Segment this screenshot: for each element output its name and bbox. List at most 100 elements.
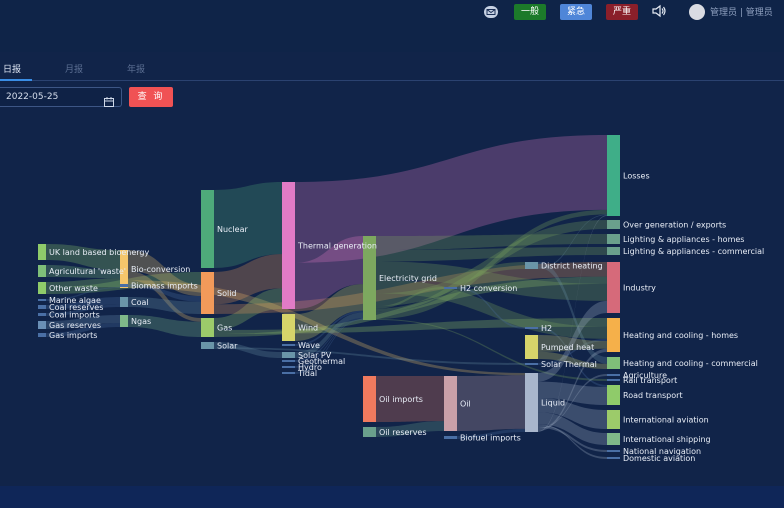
sankey-node-lah[interactable] [607,234,620,244]
date-value: 2022-05-25 [6,92,59,102]
sankey-link-spv-elec [295,312,363,358]
sankey-node-gi[interactable] [38,333,46,337]
sankey-node-lac[interactable] [607,247,620,255]
sankey-node-h2[interactable] [525,327,538,329]
sankey-node-dav[interactable] [607,457,620,459]
sankey-link-bio-liquid [128,280,525,376]
sankey-label-wave: Wave [298,341,320,350]
sankey-node-hydro[interactable] [282,366,295,368]
sankey-node-uk[interactable] [38,244,46,260]
query-button[interactable]: 查 询 [129,87,173,107]
sankey-node-agr[interactable] [607,374,620,376]
sankey-label-spv: Solar PV [298,351,332,360]
sankey-node-ish[interactable] [607,433,620,445]
avatar[interactable] [689,4,705,20]
sankey-node-iav[interactable] [607,410,620,429]
mail-icon[interactable] [484,6,498,18]
sankey-node-ma[interactable] [38,299,46,301]
sankey-node-solid[interactable] [201,272,214,314]
sankey-link-liquid-agr [538,374,607,429]
sankey-node-liquid[interactable] [525,373,538,432]
sankey-node-ow[interactable] [38,282,46,294]
sankey-link-coal-solid [128,297,201,314]
sankey-node-h2conv[interactable] [444,287,457,289]
sankey-label-solar: Solar [217,342,238,351]
sankey-node-ci[interactable] [38,313,46,316]
speaker-icon[interactable] [651,4,667,18]
sankey-node-nnav[interactable] [607,450,620,452]
sankey-node-gas[interactable] [201,318,214,337]
sankey-node-gr[interactable] [38,321,46,329]
sankey-link-gas-hch [214,318,607,334]
tab-yearly[interactable]: 年报 [127,65,146,75]
sankey-node-coal[interactable] [120,297,128,307]
sankey-node-cr[interactable] [38,305,46,309]
sankey-link-elec-hch [376,279,607,339]
sankey-node-ind[interactable] [607,262,620,313]
alert-level-normal-button[interactable]: 一般 [514,4,546,20]
sankey-node-oil[interactable] [444,376,457,431]
sankey-link-ph-hcc [538,351,607,369]
sankey-node-wave[interactable] [282,344,295,346]
sankey-link-nuc-thermal [214,182,282,268]
sankey-node-sth[interactable] [525,363,538,365]
sankey-label-lah: Lighting & appliances - homes [623,235,744,244]
tab-daily[interactable]: 日报 [3,65,22,75]
sankey-link-agri-bio [46,265,120,279]
calendar-icon[interactable] [104,92,114,107]
sankey-node-geo[interactable] [282,360,295,362]
sankey-label-oge: Over generation / exports [623,221,726,230]
sankey-link-gi-ngas [46,323,120,337]
sankey-node-road[interactable] [607,385,620,405]
sankey-link-thermal-losses [295,135,607,263]
sankey-link-dh-losses [538,214,607,269]
sankey-node-ph[interactable] [525,335,538,359]
alert-level-urgent-button[interactable]: 紧急 [560,4,592,20]
sankey-link-oilres-oil [376,421,444,437]
sankey-node-bfimp[interactable] [444,436,457,439]
sankey-link-uk-bio [46,244,120,271]
sankey-node-spv[interactable] [282,352,295,358]
sankey-link-solar-sth [214,347,525,365]
sankey-link-elec-dh [376,262,525,312]
sankey-label-oilres: Oil reserves [379,428,427,437]
sankey-node-wind[interactable] [282,314,295,341]
sankey-link-elec-oge [376,220,607,307]
sankey-node-losses[interactable] [607,135,620,216]
tab-monthly[interactable]: 月报 [65,65,84,75]
sankey-node-elec[interactable] [363,236,376,320]
sankey-node-oge[interactable] [607,220,620,229]
sankey-label-ci: Coal imports [49,311,100,320]
user-name[interactable]: 管理员 | 管理员 [710,8,773,18]
sankey-link-gr-ngas [46,315,120,329]
sankey-link-liquid-dav [538,424,607,459]
sankey-node-thermal[interactable] [282,182,295,309]
sankey-node-dh[interactable] [525,262,538,269]
sankey-node-agri[interactable] [38,265,46,277]
sankey-node-hcc[interactable] [607,357,620,369]
sankey-link-elec-losses [376,209,607,319]
sankey-node-oilimp[interactable] [363,376,376,422]
sankey-node-tidal[interactable] [282,372,295,374]
sankey-label-uk: UK land based bioenergy [49,248,149,257]
sankey-label-bio: Bio-conversion [131,265,190,274]
sankey-node-oilres[interactable] [363,427,376,437]
sankey-node-solar[interactable] [201,342,214,349]
sankey-label-coal: Coal [131,298,149,307]
sankey-label-bimp: Biomass imports [131,282,198,291]
sankey-label-oil: Oil [460,400,471,409]
sankey-link-cr-coal [46,297,120,309]
sankey-link-h2conv-h2 [457,287,525,329]
alert-level-severe-button[interactable]: 严重 [606,4,638,20]
sankey-link-elec-lah [376,234,607,251]
sankey-node-ngas[interactable] [120,315,128,327]
sankey-label-iav: International aviation [623,416,709,425]
sankey-node-rail[interactable] [607,379,620,381]
sankey-node-bio[interactable] [120,250,128,288]
sankey-link-bfimp-liquid [457,428,525,439]
date-picker[interactable]: 2022-05-25 [0,87,122,107]
sankey-node-nuc[interactable] [201,190,214,268]
sankey-node-hch[interactable] [607,318,620,352]
sankey-node-bimp[interactable] [120,284,128,287]
sankey-label-ind: Industry [623,284,656,293]
